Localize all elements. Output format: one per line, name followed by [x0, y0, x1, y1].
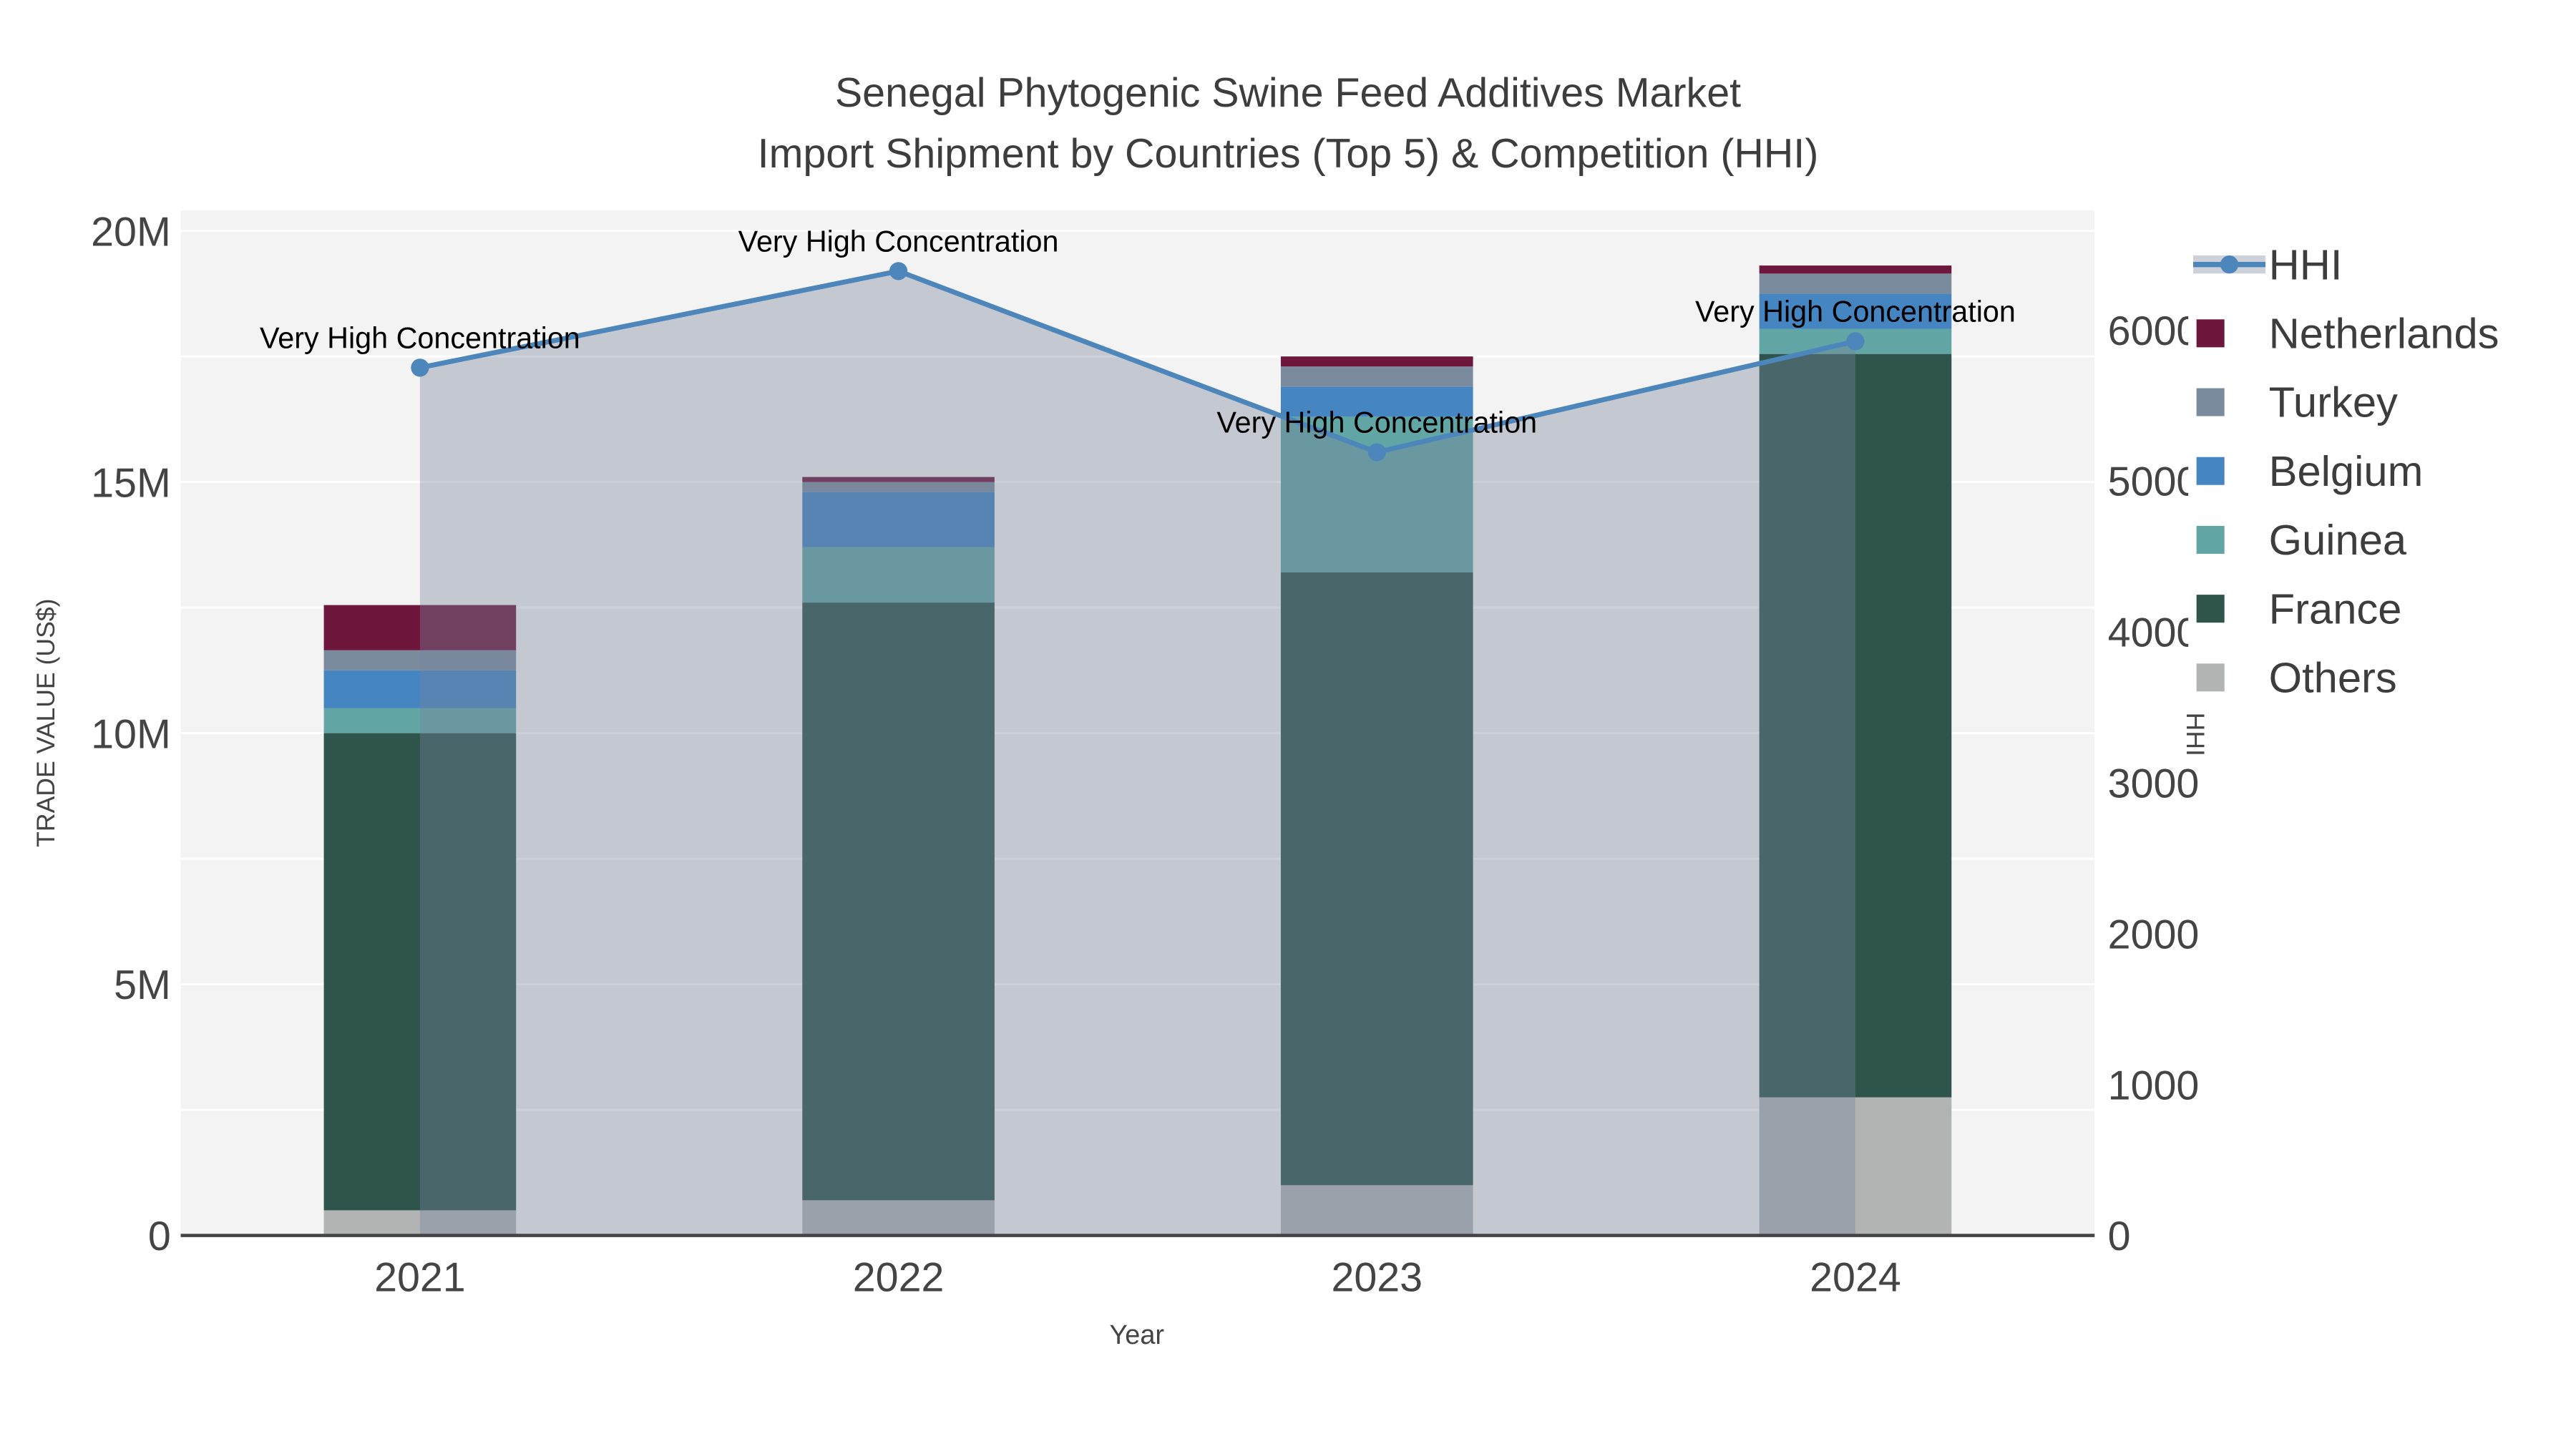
legend-item-belgium[interactable]: Belgium — [2196, 447, 2424, 495]
bar-segment-netherlands-2021[interactable] — [323, 605, 517, 650]
right-axis-title: HHI — [2181, 713, 2210, 756]
x-tick-2023: 2023 — [1331, 1255, 1423, 1301]
annotation-2023: Very High Concentration — [1216, 406, 1537, 439]
legend-label-guinea: Guinea — [2269, 516, 2407, 564]
right-tick-1000: 1000 — [2108, 1063, 2200, 1108]
legend-item-turkey[interactable]: Turkey — [2196, 379, 2398, 426]
bar-segment-others-2021[interactable] — [323, 1210, 517, 1236]
bar-segment-belgium-2022[interactable] — [802, 492, 995, 547]
legend-swatch-france — [2196, 595, 2225, 623]
bar-segment-turkey-2023[interactable] — [1280, 366, 1473, 387]
hhi-marker-2022[interactable] — [889, 262, 908, 280]
legend-swatch-guinea — [2196, 525, 2225, 554]
legend-item-hhi[interactable]: HHI — [2193, 240, 2342, 288]
legend: HHI Netherlands Turkey Belgium Guinea France O… — [2188, 230, 2576, 710]
hhi-area — [419, 270, 1855, 1236]
legend-swatch-others — [2196, 663, 2225, 692]
bar-segment-turkey-2024[interactable] — [1759, 273, 1952, 294]
right-axis-ticks: 0 1000 2000 3000 4000 5000 6000 — [2108, 308, 2200, 1259]
right-tick-0: 0 — [2108, 1214, 2131, 1259]
left-tick-20M: 20M — [91, 209, 171, 255]
hhi-area-fill — [419, 270, 1855, 1236]
right-tick-2000: 2000 — [2108, 912, 2200, 957]
bar-segment-france-2024[interactable] — [1759, 353, 1952, 1098]
bar-segment-netherlands-2022[interactable] — [802, 477, 995, 482]
x-tick-2021: 2021 — [374, 1255, 466, 1301]
legend-label-france: France — [2269, 585, 2402, 633]
hhi-marker-2023[interactable] — [1367, 443, 1386, 462]
hhi-marker-2024[interactable] — [1846, 332, 1865, 351]
legend-background — [2188, 230, 2576, 710]
left-tick-10M: 10M — [91, 711, 171, 757]
x-tick-2024: 2024 — [1810, 1255, 1901, 1301]
legend-label-netherlands: Netherlands — [2269, 310, 2499, 358]
bar-segment-others-2023[interactable] — [1280, 1185, 1473, 1236]
legend-swatch-belgium — [2196, 457, 2225, 485]
bar-segment-others-2022[interactable] — [802, 1200, 995, 1236]
right-tick-6000: 6000 — [2108, 308, 2200, 354]
bar-segment-turkey-2022[interactable] — [802, 482, 995, 492]
right-tick-5000: 5000 — [2108, 459, 2200, 505]
legend-label-hhi: HHI — [2269, 240, 2343, 288]
x-tick-2022: 2022 — [853, 1255, 945, 1301]
bar-segment-france-2021[interactable] — [323, 733, 517, 1211]
legend-item-guinea[interactable]: Guinea — [2196, 516, 2407, 564]
legend-label-belgium: Belgium — [2269, 447, 2424, 495]
left-axis-ticks: 0 5M 10M 15M 20M — [91, 209, 171, 1259]
bar-segment-belgium-2023[interactable] — [1280, 386, 1473, 417]
x-axis-title: Year — [1110, 1320, 1165, 1350]
chart-title-line1: Senegal Phytogenic Swine Feed Additives … — [835, 70, 1741, 116]
bar-segment-netherlands-2023[interactable] — [1280, 356, 1473, 367]
left-tick-0: 0 — [148, 1214, 171, 1259]
bar-segment-others-2024[interactable] — [1759, 1097, 1952, 1236]
legend-item-others[interactable]: Others — [2196, 654, 2397, 702]
bar-segment-belgium-2024[interactable] — [1759, 293, 1952, 329]
left-axis-title: TRADE VALUE (US$) — [31, 599, 60, 847]
annotations: Very High Concentration Very High Concent… — [260, 225, 2016, 439]
left-tick-5M: 5M — [114, 962, 171, 1008]
bar-segment-guinea-2022[interactable] — [802, 547, 995, 603]
legend-item-france[interactable]: France — [2196, 585, 2402, 633]
legend-label-turkey: Turkey — [2269, 379, 2398, 426]
annotation-2024: Very High Concentration — [1695, 295, 2016, 328]
x-axis-ticks: 2021 2022 2023 2024 — [374, 1255, 1901, 1301]
annotation-2022: Very High Concentration — [738, 225, 1059, 258]
bar-segment-france-2022[interactable] — [802, 602, 995, 1201]
hhi-marker-legend-symbol — [2220, 255, 2239, 274]
bar-segment-belgium-2021[interactable] — [323, 670, 517, 708]
chart-title-line2: Import Shipment by Countries (Top 5) & C… — [758, 131, 1819, 177]
bar-segment-turkey-2021[interactable] — [323, 650, 517, 670]
hhi-line-series — [411, 262, 1865, 462]
annotation-2021: Very High Concentration — [260, 321, 580, 354]
right-tick-3000: 3000 — [2108, 761, 2200, 806]
bar-segment-guinea-2023[interactable] — [1280, 416, 1473, 572]
hhi-line — [419, 268, 1856, 455]
legend-item-netherlands[interactable]: Netherlands — [2196, 310, 2499, 358]
right-tick-4000: 4000 — [2108, 610, 2200, 656]
bar-segment-netherlands-2024[interactable] — [1759, 265, 1952, 274]
legend-swatch-netherlands — [2196, 319, 2225, 348]
left-tick-15M: 15M — [91, 460, 171, 506]
legend-swatch-turkey — [2196, 388, 2225, 416]
legend-label-others: Others — [2269, 654, 2397, 702]
stacked-bars — [323, 265, 1952, 1236]
bar-segment-france-2023[interactable] — [1280, 572, 1473, 1186]
hhi-marker-2021[interactable] — [411, 358, 429, 377]
bar-segment-guinea-2021[interactable] — [323, 708, 517, 733]
